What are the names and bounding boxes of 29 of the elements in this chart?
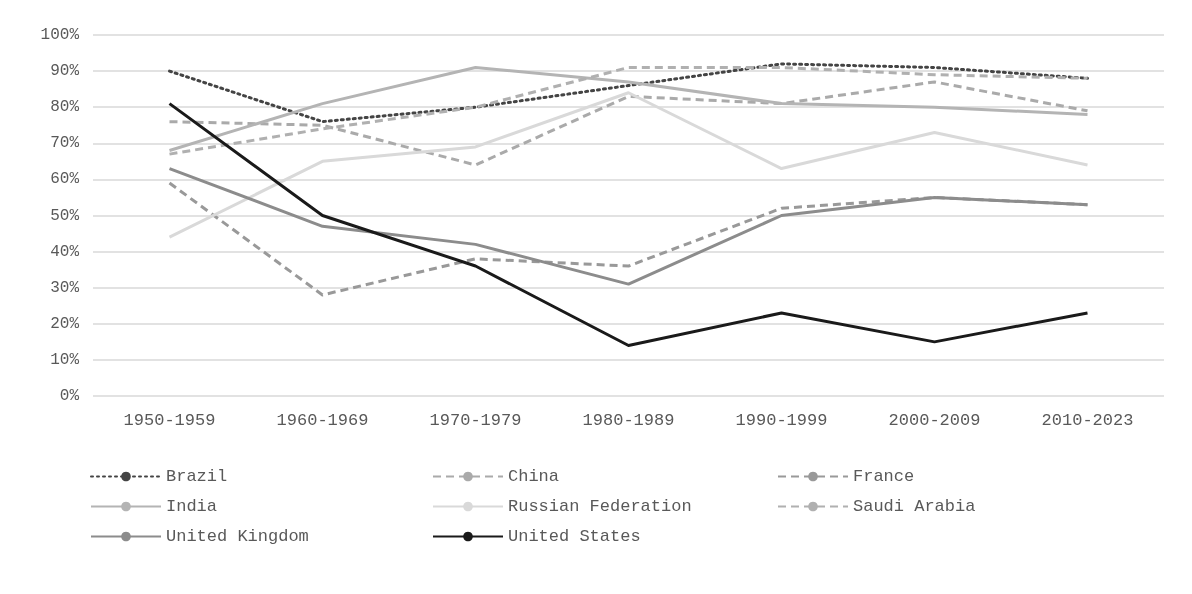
y-tick-label: 40%	[50, 242, 80, 261]
y-tick-label: 30%	[50, 278, 80, 297]
y-tick-label: 100%	[40, 26, 80, 44]
legend-label: United Kingdom	[166, 527, 309, 546]
x-tick-label: 1980-1989	[582, 411, 675, 430]
x-tick-label: 1990-1999	[735, 411, 828, 430]
legend-label: United States	[508, 527, 641, 546]
y-tick-label: 60%	[50, 170, 80, 189]
legend-label: Saudi Arabia	[853, 497, 976, 516]
line-series	[168, 102, 1089, 347]
legend-label: Russian Federation	[508, 497, 692, 516]
y-tick-label: 50%	[50, 206, 80, 225]
y-tick-label: 0%	[59, 387, 80, 405]
line-series	[168, 62, 1089, 124]
legend-label: China	[508, 467, 560, 486]
x-tick-label: 2010-2023	[1041, 411, 1134, 430]
x-tick-label: 2000-2009	[888, 411, 981, 430]
y-tick-label: 20%	[50, 314, 80, 333]
y-tick-label: 70%	[50, 134, 80, 153]
y-tick-label: 10%	[50, 350, 80, 369]
y-tick-label: 90%	[50, 62, 80, 81]
x-tick-label: 1970-1979	[429, 411, 522, 430]
line-series	[168, 167, 1089, 286]
legend-label: Brazil	[166, 467, 228, 486]
x-tick-label: 1950-1959	[123, 411, 216, 430]
y-tick-label: 80%	[50, 98, 80, 117]
legend-label: India	[166, 497, 218, 516]
legend-label: France	[853, 467, 915, 486]
x-tick-label: 1960-1969	[276, 411, 369, 430]
